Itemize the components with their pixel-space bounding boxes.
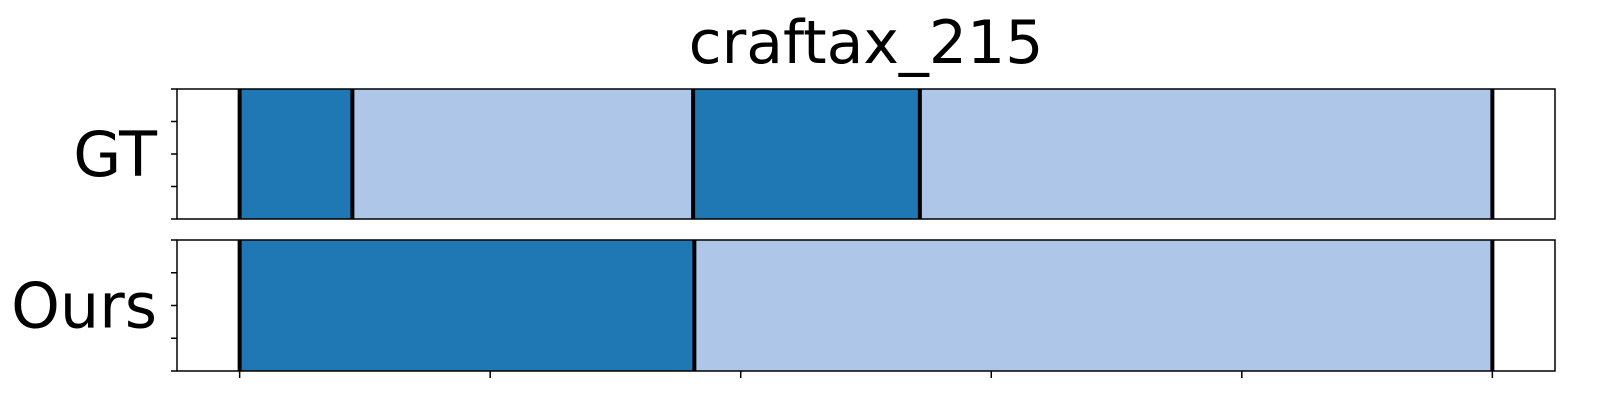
row-ours: Ours — [11, 239, 1556, 378]
row-label: Ours — [11, 270, 157, 343]
segment — [919, 89, 1493, 219]
segment — [694, 240, 1493, 371]
chart-title: craftax_215 — [689, 8, 1044, 78]
segment — [693, 89, 920, 219]
row-label: GT — [73, 118, 158, 191]
row-gt: GT — [73, 88, 1556, 220]
chart-rows: GT Ours — [11, 88, 1556, 378]
segment — [239, 240, 695, 371]
segment — [352, 89, 694, 219]
segment — [239, 89, 353, 219]
